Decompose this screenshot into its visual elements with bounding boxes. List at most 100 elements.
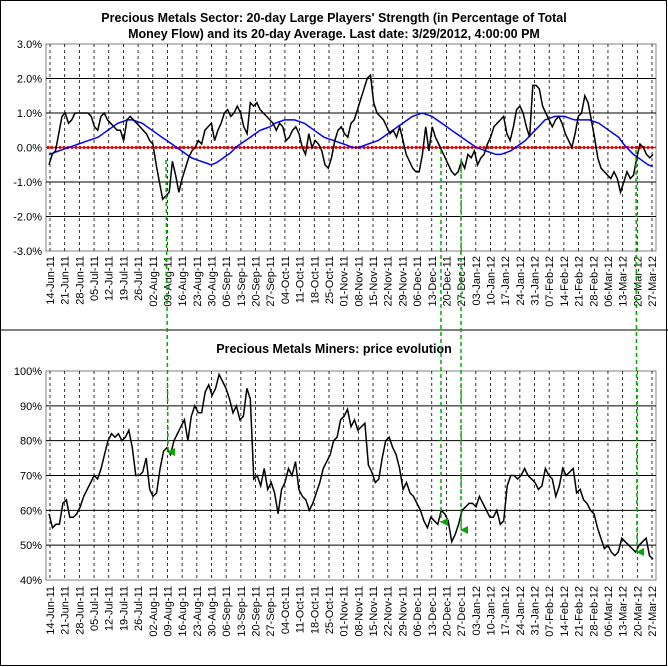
miners-price-x-tick-label: 06-Dec-11 [412,586,424,637]
zero-reference-marker [459,146,461,149]
money-flow-y-tick-label: 1.0% [17,108,42,120]
zero-reference-marker [603,146,605,149]
zero-reference-marker [75,146,77,149]
average-series-line [48,112,654,168]
zero-reference-marker [383,146,385,149]
zero-reference-marker [263,146,265,149]
miners-price-x-tick-label: 23-Aug-11 [192,586,204,637]
money-flow-y-tick-label: 3.0% [17,39,42,51]
zero-reference-marker [411,146,413,149]
zero-reference-marker [251,146,253,149]
miners-price-x-tick-label: 12-Jul-11 [104,586,116,631]
zero-reference-marker [95,146,97,149]
zero-reference-marker [255,146,257,149]
zero-reference-marker [391,146,393,149]
money-flow-x-tick-label: 30-Aug-11 [207,256,219,307]
zero-reference-marker [63,146,65,149]
money-flow-x-tick-label: 06-Dec-11 [412,256,424,307]
zero-reference-marker [111,146,113,149]
zero-reference-marker [627,146,629,149]
miners-price-x-tick-label: 19-Jul-11 [118,586,130,631]
money-flow-x-tick-label: 05-Jul-11 [89,256,101,301]
zero-reference-marker [207,146,209,149]
zero-reference-marker [167,146,169,149]
money-flow-x-tick-label: 07-Feb-12 [544,256,556,307]
money-flow-x-tick-label: 31-Jan-12 [530,256,542,306]
miners-price-x-tick-label: 21-Feb-12 [574,586,586,637]
zero-reference-marker [619,146,621,149]
zero-reference-marker [287,146,289,149]
money-flow-x-tick-label: 20-Dec-11 [441,256,453,307]
money-flow-y-tick-label: 2.0% [17,74,42,86]
money-flow-x-tick-label: 21-Jun-11 [60,256,72,305]
money-flow-x-tick-label: 13-Dec-11 [427,256,439,307]
zero-reference-marker [303,146,305,149]
miners-price-x-tick-label: 08-Nov-11 [353,586,365,637]
miners-price-title: Precious Metals Miners: price evolution [216,342,451,356]
zero-reference-marker [399,146,401,149]
zero-reference-marker [567,146,569,149]
money-flow-x-tick-label: 20-Mar-12 [632,256,644,307]
miners-price-x-tick-label: 27-Sep-11 [265,586,277,637]
money-flow-x-tick-label: 18-Oct-11 [309,256,321,304]
zero-reference-marker [431,146,433,149]
zero-reference-marker [519,146,521,149]
money-flow-x-tick-label: 12-Jul-11 [104,256,116,301]
miners-price-y-tick-label: 50% [20,540,42,552]
zero-reference-marker [107,146,109,149]
zero-reference-marker [379,146,381,149]
zero-reference-marker [551,146,553,149]
money-flow-y-tick-labels: 3.0% 2.0% 1.0% 0.0% -1.0% -2.0% -3.0% [13,39,42,258]
miners-price-x-tick-label: 14-Jun-11 [45,586,57,635]
zero-reference-marker [507,146,509,149]
money-flow-y-tick-label: 0.0% [17,143,42,155]
zero-reference-marker [179,146,181,149]
zero-reference-marker [211,146,213,149]
miners-price-x-tick-label: 22-Nov-11 [383,586,395,637]
zero-reference-marker [535,146,537,149]
zero-reference-marker [323,146,325,149]
zero-reference-marker [143,146,145,149]
zero-reference-marker [331,146,333,149]
money-flow-x-tick-label: 02-Aug-11 [148,256,160,307]
zero-reference-marker [191,146,193,149]
zero-reference-marker [91,146,93,149]
money-flow-x-tick-label: 11-Oct-11 [295,256,307,303]
zero-reference-marker [183,146,185,149]
money-flow-x-tick-labels: 14-Jun-11 21-Jun-11 28-Jun-11 05-Jul-11 12-J… [45,256,659,307]
zero-reference-marker [503,146,505,149]
miners-price-y-tick-label: 80% [20,436,42,448]
zero-reference-marker [247,146,249,149]
money-flow-x-tick-label: 17-Jan-12 [500,256,512,306]
zero-reference-marker [395,146,397,149]
zero-reference-marker [71,146,73,149]
miners-price-x-tick-label: 28-Feb-12 [588,586,600,637]
money-flow-x-tick-label: 14-Feb-12 [559,256,571,307]
zero-reference-marker [615,146,617,149]
money-flow-x-tick-label: 24-Jan-12 [515,256,527,306]
zero-reference-marker [223,146,225,149]
miners-price-y-tick-label: 100% [14,366,42,378]
miners-price-x-tick-label: 20-Dec-11 [441,586,453,637]
zero-reference-marker [435,146,437,149]
money-flow-x-tick-label: 03-Jan-12 [471,256,483,306]
zero-reference-marker [123,146,125,149]
zero-reference-marker [291,146,293,149]
miners-price-x-tick-label: 03-Jan-12 [471,586,483,636]
miners-price-x-tick-label: 09-Aug-11 [162,586,174,637]
miners-price-x-tick-label: 11-Oct-11 [295,586,307,633]
zero-reference-marker [151,146,153,149]
zero-reference-marker [611,146,613,149]
zero-reference-marker [579,146,581,149]
zero-reference-marker [299,146,301,149]
money-flow-title-line-2: Money Flow) and its 20-day Average. Last… [128,27,540,41]
miners-price-x-tick-label: 29-Nov-11 [397,586,409,637]
money-flow-panel: Precious Metals Sector: 20-day Large Pla… [13,11,659,307]
strength-series-line [48,73,654,201]
zero-reference-marker [387,146,389,149]
zero-reference-marker [623,146,625,149]
miners-price-x-tick-label: 14-Feb-12 [559,586,571,637]
money-flow-x-tick-label: 04-Oct-11 [280,256,292,304]
zero-reference-marker [415,146,417,149]
zero-reference-marker [271,146,273,149]
